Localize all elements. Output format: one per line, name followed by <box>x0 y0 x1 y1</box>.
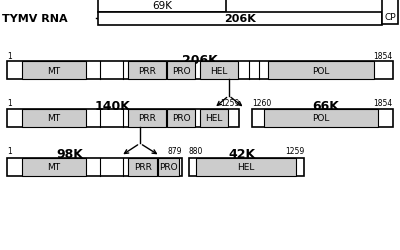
Bar <box>268 62 374 80</box>
Bar <box>200 62 238 80</box>
Text: 1259: 1259 <box>220 99 239 108</box>
Bar <box>167 62 195 80</box>
Bar <box>382 0 398 25</box>
Text: TYMV RNA: TYMV RNA <box>2 14 68 24</box>
Bar <box>196 158 296 176</box>
Text: MT: MT <box>48 66 60 76</box>
Bar <box>158 158 179 176</box>
Text: PRR: PRR <box>138 66 156 76</box>
Bar <box>200 110 228 128</box>
Text: 42K: 42K <box>228 147 256 160</box>
Text: CP: CP <box>384 13 396 22</box>
Text: 206K: 206K <box>224 14 256 24</box>
Bar <box>98 12 382 26</box>
Text: 1: 1 <box>7 99 12 108</box>
Text: MT: MT <box>48 114 60 123</box>
Text: 206K: 206K <box>182 54 218 66</box>
Bar <box>7 62 393 80</box>
Text: PRR: PRR <box>138 114 156 123</box>
Text: 98K: 98K <box>56 147 84 160</box>
Text: 66K: 66K <box>312 100 340 113</box>
Text: POL: POL <box>312 66 330 76</box>
Text: POL: POL <box>312 114 330 123</box>
Text: 1260: 1260 <box>252 99 271 108</box>
Text: MT: MT <box>48 163 60 172</box>
Text: 879: 879 <box>168 146 182 156</box>
Bar <box>7 110 239 128</box>
Bar <box>264 110 378 128</box>
Bar <box>128 110 166 128</box>
Text: 1854: 1854 <box>374 52 393 61</box>
Bar <box>7 158 182 176</box>
Bar <box>22 158 86 176</box>
Text: 1: 1 <box>7 52 12 61</box>
Text: PRO: PRO <box>159 163 178 172</box>
Text: 1: 1 <box>7 146 12 156</box>
Text: 880: 880 <box>189 146 203 156</box>
Bar <box>128 158 157 176</box>
Bar <box>167 110 195 128</box>
Text: HEL: HEL <box>205 114 223 123</box>
Bar <box>22 110 86 128</box>
Bar <box>189 158 304 176</box>
Bar <box>128 62 166 80</box>
Text: PRO: PRO <box>172 114 190 123</box>
Text: PRO: PRO <box>172 66 190 76</box>
Text: 1854: 1854 <box>374 99 393 108</box>
Text: 1259: 1259 <box>285 146 304 156</box>
Text: HEL: HEL <box>210 66 228 76</box>
Text: 140K: 140K <box>94 100 130 113</box>
Bar <box>22 62 86 80</box>
Bar <box>98 0 226 12</box>
Text: 69K: 69K <box>152 1 172 10</box>
Bar <box>252 110 393 128</box>
Text: HEL: HEL <box>237 163 255 172</box>
Text: PRR: PRR <box>134 163 152 172</box>
